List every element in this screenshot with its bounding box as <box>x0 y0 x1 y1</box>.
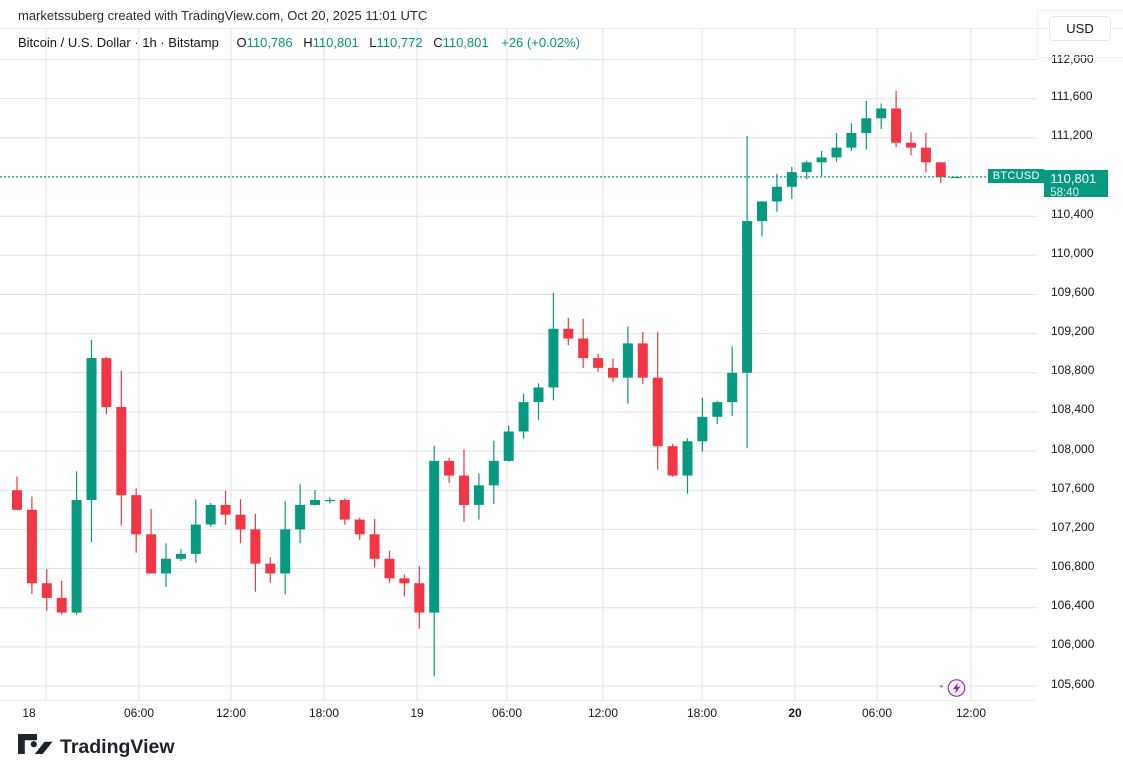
svg-text:TradingView: TradingView <box>60 736 175 758</box>
